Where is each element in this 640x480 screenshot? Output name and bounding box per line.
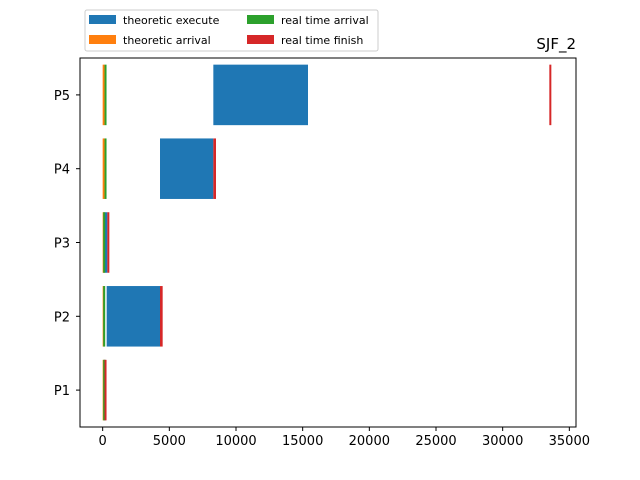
bar-theoretic-arrival-p5 (102, 64, 105, 126)
bar-real-time-arrival-p2 (103, 286, 106, 347)
bar-theoretic-execute-p2 (106, 286, 160, 347)
legend-swatch-real-time-finish (247, 35, 274, 44)
y-tick-label-p3: P3 (54, 237, 70, 252)
legend-swatch-real-time-arrival (247, 15, 274, 24)
bar-real-time-finish-p2 (160, 286, 163, 347)
legend-box (84, 9, 379, 52)
legend-label-theoretic-arrival: theoretic arrival (123, 34, 211, 47)
x-tick-label: 30000 (482, 434, 523, 449)
legend-label-theoretic-execute: theoretic execute (123, 14, 220, 27)
legend-swatch-theoretic-execute (89, 15, 116, 24)
x-tick-label: 25000 (415, 434, 456, 449)
bar-real-time-finish-p1 (104, 359, 107, 421)
x-tick-label: 15000 (282, 434, 323, 449)
x-tick-label: 0 (99, 434, 107, 449)
x-tick-label: 10000 (215, 434, 256, 449)
bar-theoretic-execute-p3 (104, 212, 108, 273)
bar-real-time-finish-p5 (549, 64, 552, 126)
bar-theoretic-execute-p5 (213, 64, 308, 126)
x-tick-label: 20000 (349, 434, 390, 449)
bar-theoretic-arrival-p4 (102, 138, 105, 199)
x-tick-label: 5000 (153, 434, 186, 449)
legend-swatch-theoretic-arrival (89, 35, 116, 44)
bar-real-time-finish-p3 (107, 212, 110, 273)
chart-title: SJF_2 (536, 35, 576, 54)
bar-real-time-arrival-p1 (103, 359, 106, 421)
y-tick-label-p2: P2 (54, 310, 70, 325)
y-axis: P1 P2 P3 P4 P5 (54, 89, 80, 399)
legend-label-real-time-arrival: real time arrival (281, 14, 369, 27)
bar-theoretic-execute-p4 (160, 138, 214, 199)
bar-real-time-finish-p4 (213, 138, 216, 199)
y-tick-label-p1: P1 (54, 384, 70, 399)
y-tick-label-p5: P5 (54, 89, 70, 104)
bars-layer (102, 64, 552, 421)
y-tick-label-p4: P4 (54, 163, 70, 178)
legend-label-real-time-finish: real time finish (281, 34, 363, 47)
x-axis: 0 5000 10000 15000 20000 25000 30000 35000 (99, 427, 590, 449)
legend: theoretic execute theoretic arrival real t… (84, 9, 379, 52)
bar-real-time-arrival-p5 (104, 64, 107, 126)
bar-real-time-arrival-p4 (104, 138, 107, 199)
bar-real-time-arrival-p3 (103, 212, 106, 273)
x-tick-label: 35000 (549, 434, 590, 449)
